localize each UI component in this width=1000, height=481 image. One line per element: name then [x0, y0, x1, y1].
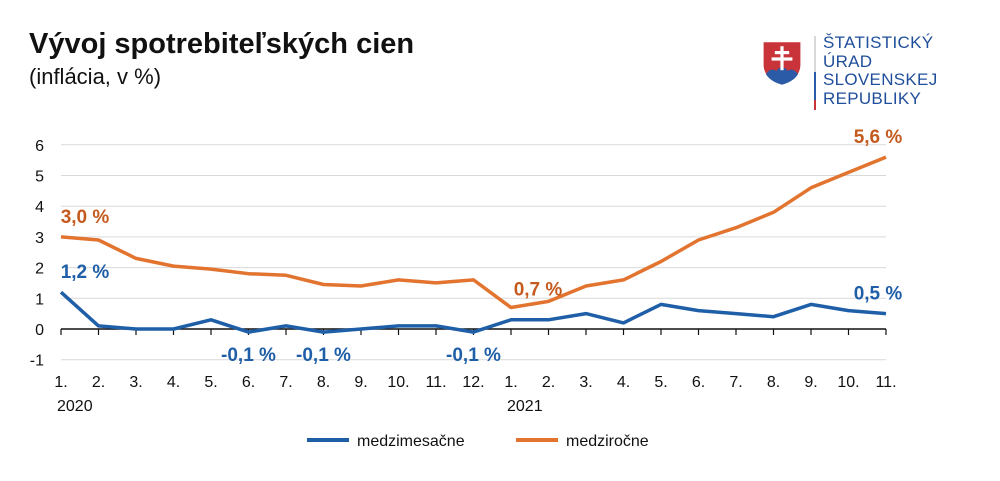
statistical-office-logo: ŠTATISTICKÝ ÚRAD SLOVENSKEJ REPUBLIKY	[762, 33, 952, 114]
x-tick-label: 6.	[242, 374, 255, 391]
logo-text: ŠTATISTICKÝ ÚRAD SLOVENSKEJ REPUBLIKY	[823, 33, 938, 108]
x-tick-label: 1.	[54, 374, 67, 391]
x-tick-label: 10.	[387, 374, 409, 391]
x-tick-label: 2.	[92, 374, 105, 391]
y-tick-label: 2	[35, 261, 44, 278]
y-tick-label: 0	[35, 322, 44, 339]
x-tick-label: 7.	[279, 374, 292, 391]
x-tick-label: 11.	[875, 374, 896, 391]
logo-line: SLOVENSKEJ	[823, 70, 938, 89]
data-label: 0,7 %	[514, 280, 563, 301]
y-tick-label: -1	[30, 353, 44, 370]
x-tick-label: 8.	[317, 374, 330, 391]
year-label: 2021	[507, 398, 543, 415]
data-label: -0,1 %	[221, 345, 276, 366]
data-label: 5,6 %	[854, 127, 903, 148]
x-tick-label: 7.	[729, 374, 742, 391]
data-label: 3,0 %	[61, 207, 110, 228]
x-tick-label: 4.	[617, 374, 630, 391]
x-tick-label: 3.	[579, 374, 592, 391]
series-line-medziročne	[60, 155, 887, 310]
logo-line: ÚRAD	[823, 51, 873, 71]
logo-divider-blue	[814, 72, 816, 108]
logo-divider-red	[814, 100, 816, 110]
x-tick-label: 12.	[462, 374, 484, 391]
data-label: 0,5 %	[854, 284, 903, 305]
x-tick-label: 8.	[767, 374, 780, 391]
y-tick-label: 4	[35, 199, 44, 216]
y-tick-label: 5	[35, 169, 44, 186]
logo-line: REPUBLIKY	[823, 88, 922, 108]
x-tick-label: 3.	[129, 374, 142, 391]
x-tick-label: 1.	[504, 374, 517, 391]
x-tick-label: 9.	[354, 374, 367, 391]
x-tick-label: 2.	[542, 374, 555, 391]
logo-divider-grey	[814, 36, 816, 72]
y-tick-label: 3	[35, 230, 44, 247]
data-label: 1,2 %	[61, 262, 110, 283]
x-tick-label: 5.	[204, 374, 217, 391]
legend-label: medzimesačne	[357, 433, 465, 450]
year-label: 2020	[57, 398, 93, 415]
x-tick-label: 6.	[692, 374, 705, 391]
legend-label: medziročne	[566, 433, 649, 450]
x-tick-label: 10.	[837, 374, 859, 391]
y-tick-label: 1	[35, 291, 44, 308]
chart-title: Vývoj spotrebiteľských cien	[29, 28, 415, 60]
x-tick-label: 9.	[804, 374, 817, 391]
series-line-medzimesačne	[59, 290, 887, 334]
y-tick-label: 6	[35, 138, 44, 155]
logo-line: ŠTATISTICKÝ	[823, 33, 934, 52]
chart-subtitle: (inflácia, v %)	[29, 64, 162, 89]
data-label: -0,1 %	[296, 345, 351, 366]
slovak-coat-of-arms-icon	[763, 42, 801, 85]
data-label: -0,1 %	[446, 345, 501, 366]
x-tick-label: 5.	[654, 374, 667, 391]
x-tick-label: 11.	[425, 374, 446, 391]
x-tick-label: 4.	[167, 374, 180, 391]
